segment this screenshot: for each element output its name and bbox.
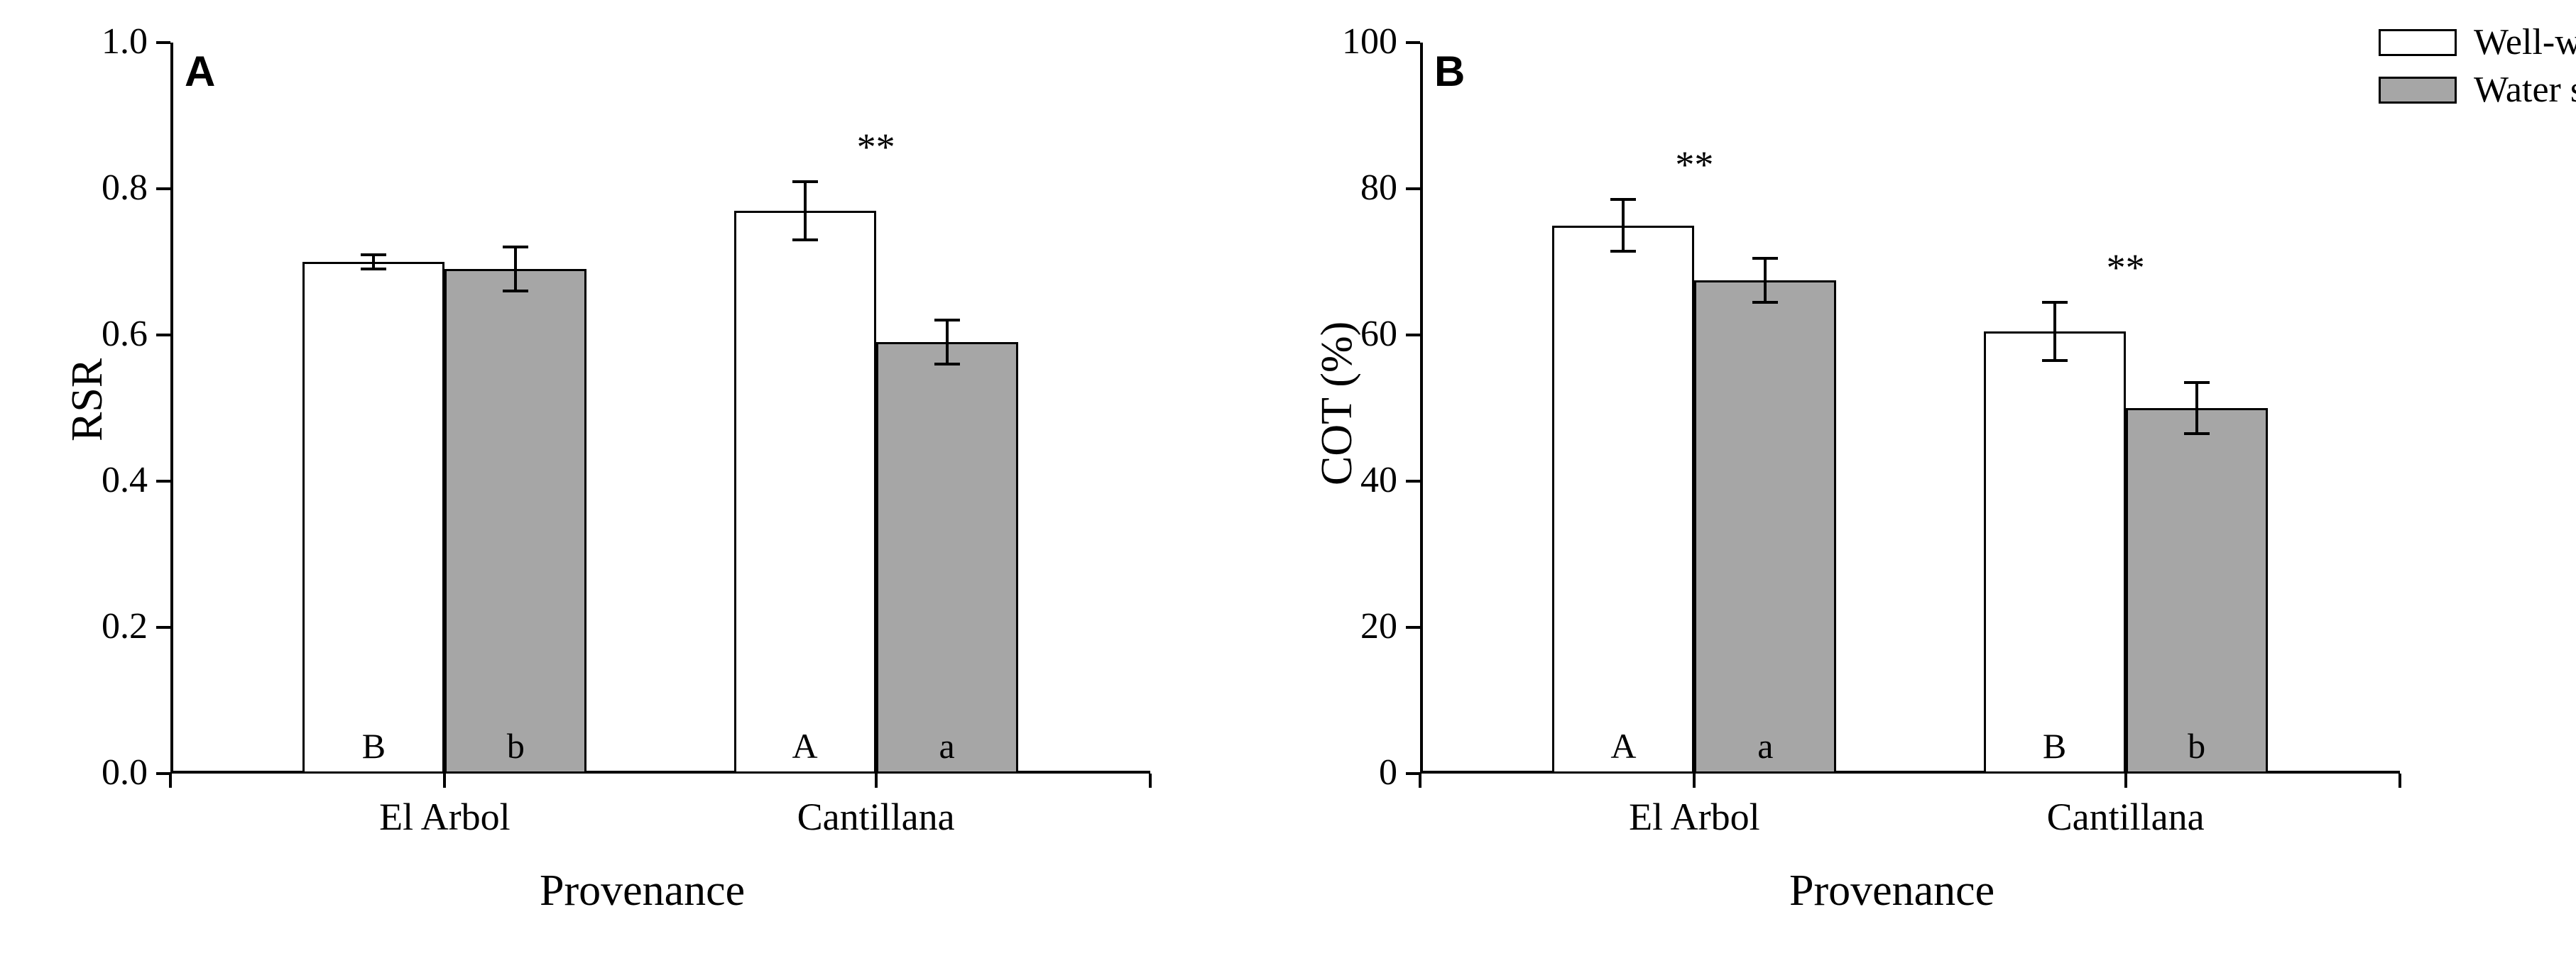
x-tick-mark	[875, 774, 878, 788]
y-tick-mark	[1406, 41, 1420, 44]
error-bar-cap	[792, 238, 818, 241]
error-bar-cap	[934, 363, 960, 365]
error-bar-cap	[1610, 198, 1636, 201]
bar	[2126, 408, 2268, 774]
y-tick-label: 0.4	[41, 459, 148, 501]
bar-letter: B	[302, 725, 444, 766]
error-bar-cap	[503, 246, 528, 248]
x-tick-mark	[2124, 774, 2127, 788]
legend-swatch	[2379, 29, 2457, 56]
y-tick-mark	[156, 772, 170, 775]
y-tick-label: 100	[1291, 21, 1397, 62]
y-tick-label: 0.8	[41, 167, 148, 209]
x-tick-mark	[169, 774, 172, 788]
error-bar	[1622, 199, 1625, 251]
error-bar-cap	[2042, 359, 2068, 362]
bar-letter: b	[2126, 725, 2268, 766]
legend: Well-watered Water stress	[2379, 21, 2576, 116]
x-tick-mark	[1693, 774, 1696, 788]
legend-swatch	[2379, 77, 2457, 104]
category-label: Cantillana	[1998, 795, 2254, 839]
error-bar-cap	[1752, 301, 1778, 304]
error-bar	[946, 320, 949, 364]
bar-letter: a	[1694, 725, 1836, 766]
y-tick-mark	[1406, 772, 1420, 775]
y-axis-title: RSR	[62, 358, 113, 441]
error-bar-cap	[1752, 257, 1778, 260]
bar	[1694, 280, 1836, 774]
bar-letter: a	[876, 725, 1018, 766]
error-bar-cap	[934, 319, 960, 321]
bar	[876, 342, 1018, 774]
y-tick-mark	[156, 41, 170, 44]
bar-letter: A	[1552, 725, 1694, 766]
y-tick-mark	[1406, 626, 1420, 629]
y-tick-label: 1.0	[41, 21, 148, 62]
bar	[734, 211, 876, 774]
y-tick-mark	[156, 334, 170, 336]
significance-marker: **	[834, 125, 919, 169]
bar	[302, 262, 444, 774]
y-tick-label: 20	[1291, 605, 1397, 647]
panel-A: A 0.0 0.2 0.4 0.6 0.8 1.0 RSR Provenance El Arbol…	[0, 0, 1250, 973]
error-bar	[804, 182, 807, 240]
y-tick-mark	[156, 187, 170, 190]
panel-letter: A	[185, 47, 215, 96]
category-label: El Arbol	[1566, 795, 1822, 839]
significance-marker: **	[1652, 143, 1737, 187]
category-label: Cantillana	[748, 795, 1004, 839]
y-tick-mark	[156, 626, 170, 629]
error-bar-cap	[1610, 250, 1636, 253]
error-bar-cap	[792, 180, 818, 183]
y-tick-mark	[1406, 334, 1420, 336]
legend-item: Well-watered	[2379, 21, 2576, 63]
y-tick-label: 0.0	[41, 752, 148, 793]
x-axis-title: Provenance	[540, 866, 745, 916]
error-bar	[2195, 383, 2198, 434]
legend-item: Water stress	[2379, 69, 2576, 111]
error-bar-cap	[2184, 381, 2210, 384]
error-bar-cap	[2042, 301, 2068, 304]
y-tick-label: 0.2	[41, 605, 148, 647]
legend-label: Well-watered	[2474, 21, 2576, 63]
x-tick-mark	[1149, 774, 1152, 788]
figure: A 0.0 0.2 0.4 0.6 0.8 1.0 RSR Provenance El Arbol…	[0, 0, 2576, 973]
error-bar	[1764, 258, 1767, 302]
error-bar-cap	[503, 290, 528, 292]
panel-letter: B	[1434, 47, 1465, 96]
x-tick-mark	[2398, 774, 2401, 788]
panel-B: B020406080100COT (%)ProvenanceEl Arbol**…	[1250, 0, 2576, 973]
error-bar	[372, 255, 375, 270]
bar	[444, 269, 586, 774]
y-tick-label: 80	[1291, 167, 1397, 209]
x-tick-mark	[443, 774, 446, 788]
y-tick-mark	[156, 480, 170, 483]
y-axis-title: COT (%)	[1312, 321, 1363, 485]
bar	[1984, 331, 2126, 774]
y-tick-mark	[1406, 480, 1420, 483]
y-tick-mark	[1406, 187, 1420, 190]
bar-letter: A	[734, 725, 876, 766]
error-bar	[2053, 302, 2056, 361]
bar	[1552, 226, 1694, 774]
bar-letter: B	[1984, 725, 2126, 766]
x-tick-mark	[1419, 774, 1421, 788]
x-axis-title: Provenance	[1789, 866, 1994, 916]
error-bar	[514, 247, 517, 291]
error-bar-cap	[361, 253, 386, 256]
error-bar-cap	[2184, 432, 2210, 435]
legend-label: Water stress	[2474, 69, 2576, 111]
bar-letter: b	[444, 725, 586, 766]
category-label: El Arbol	[317, 795, 572, 839]
y-tick-label: 0	[1291, 752, 1397, 793]
y-tick-label: 0.6	[41, 313, 148, 355]
error-bar-cap	[361, 268, 386, 270]
significance-marker: **	[2083, 246, 2168, 290]
